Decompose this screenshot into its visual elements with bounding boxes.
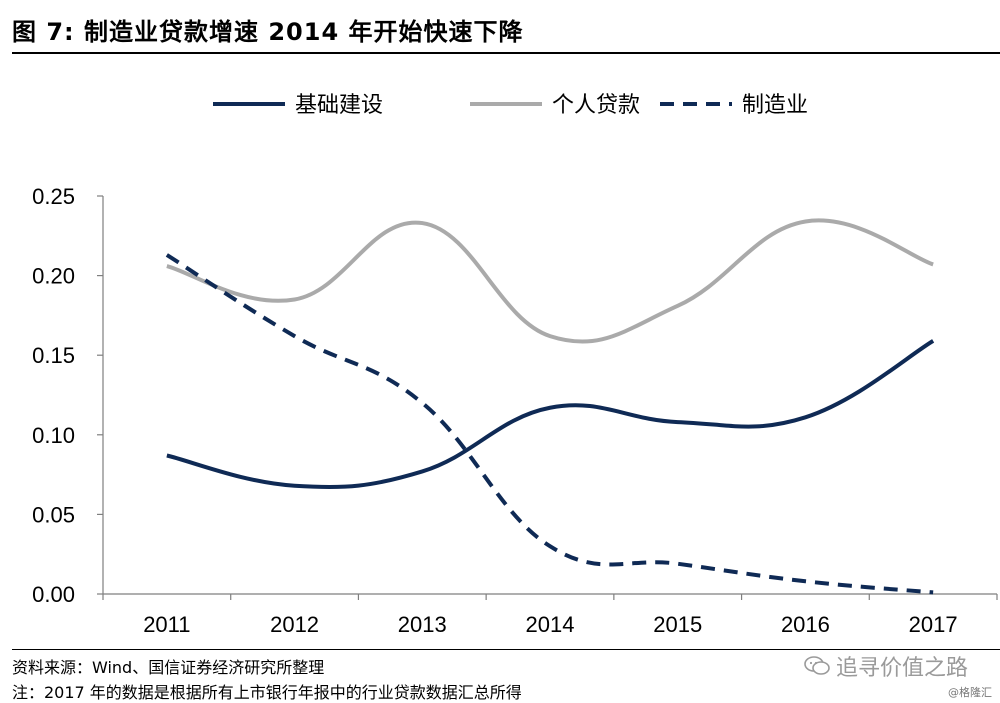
x-tick-label: 2012 xyxy=(270,612,319,637)
x-tick-label: 2016 xyxy=(781,612,830,637)
y-tick-label: 0.25 xyxy=(32,184,75,209)
figure-title: 图 7: 制造业贷款增速 2014 年开始快速下降 xyxy=(12,18,524,46)
footer-rule xyxy=(12,649,1000,650)
series-line-0 xyxy=(166,339,935,490)
x-tick-label: 2014 xyxy=(526,612,575,637)
figure-title-bar: 图 7: 制造业贷款增速 2014 年开始快速下降 xyxy=(0,0,1000,52)
wechat-icon xyxy=(804,656,830,675)
y-tick-label: 0.00 xyxy=(32,582,75,607)
x-tick-label: 2013 xyxy=(398,612,447,637)
series-line-2 xyxy=(165,253,934,595)
x-tick-label: 2015 xyxy=(653,612,702,637)
series-line-1 xyxy=(166,218,934,344)
line-chart: 0.00 0.05 0.10 0.15 0.20 0.25 2011 2012 2013 2014… xyxy=(32,93,998,637)
watermark: 追寻价值之路 xyxy=(804,650,968,682)
y-tick-label: 0.15 xyxy=(32,343,75,368)
title-rule xyxy=(12,52,1000,54)
legend-label-1: 个人贷款 xyxy=(552,93,640,118)
source-note: 资料来源：Wind、国信证券经济研究所整理 xyxy=(12,658,325,677)
credit-text: @格隆汇 xyxy=(948,686,992,699)
legend-label-0: 基础建设 xyxy=(295,93,383,118)
y-tick-label: 0.10 xyxy=(32,423,75,448)
x-tick-label: 2011 xyxy=(143,612,190,637)
legend-label-2: 制造业 xyxy=(742,93,808,118)
y-tick-label: 0.20 xyxy=(32,264,75,289)
x-tick-label: 2017 xyxy=(909,612,958,637)
footnote: 注：2017 年的数据是根据所有上市银行年报中的行业贷款数据汇总所得 xyxy=(12,683,522,702)
watermark-text: 追寻价值之路 xyxy=(835,656,968,681)
y-tick-label: 0.05 xyxy=(32,502,75,527)
